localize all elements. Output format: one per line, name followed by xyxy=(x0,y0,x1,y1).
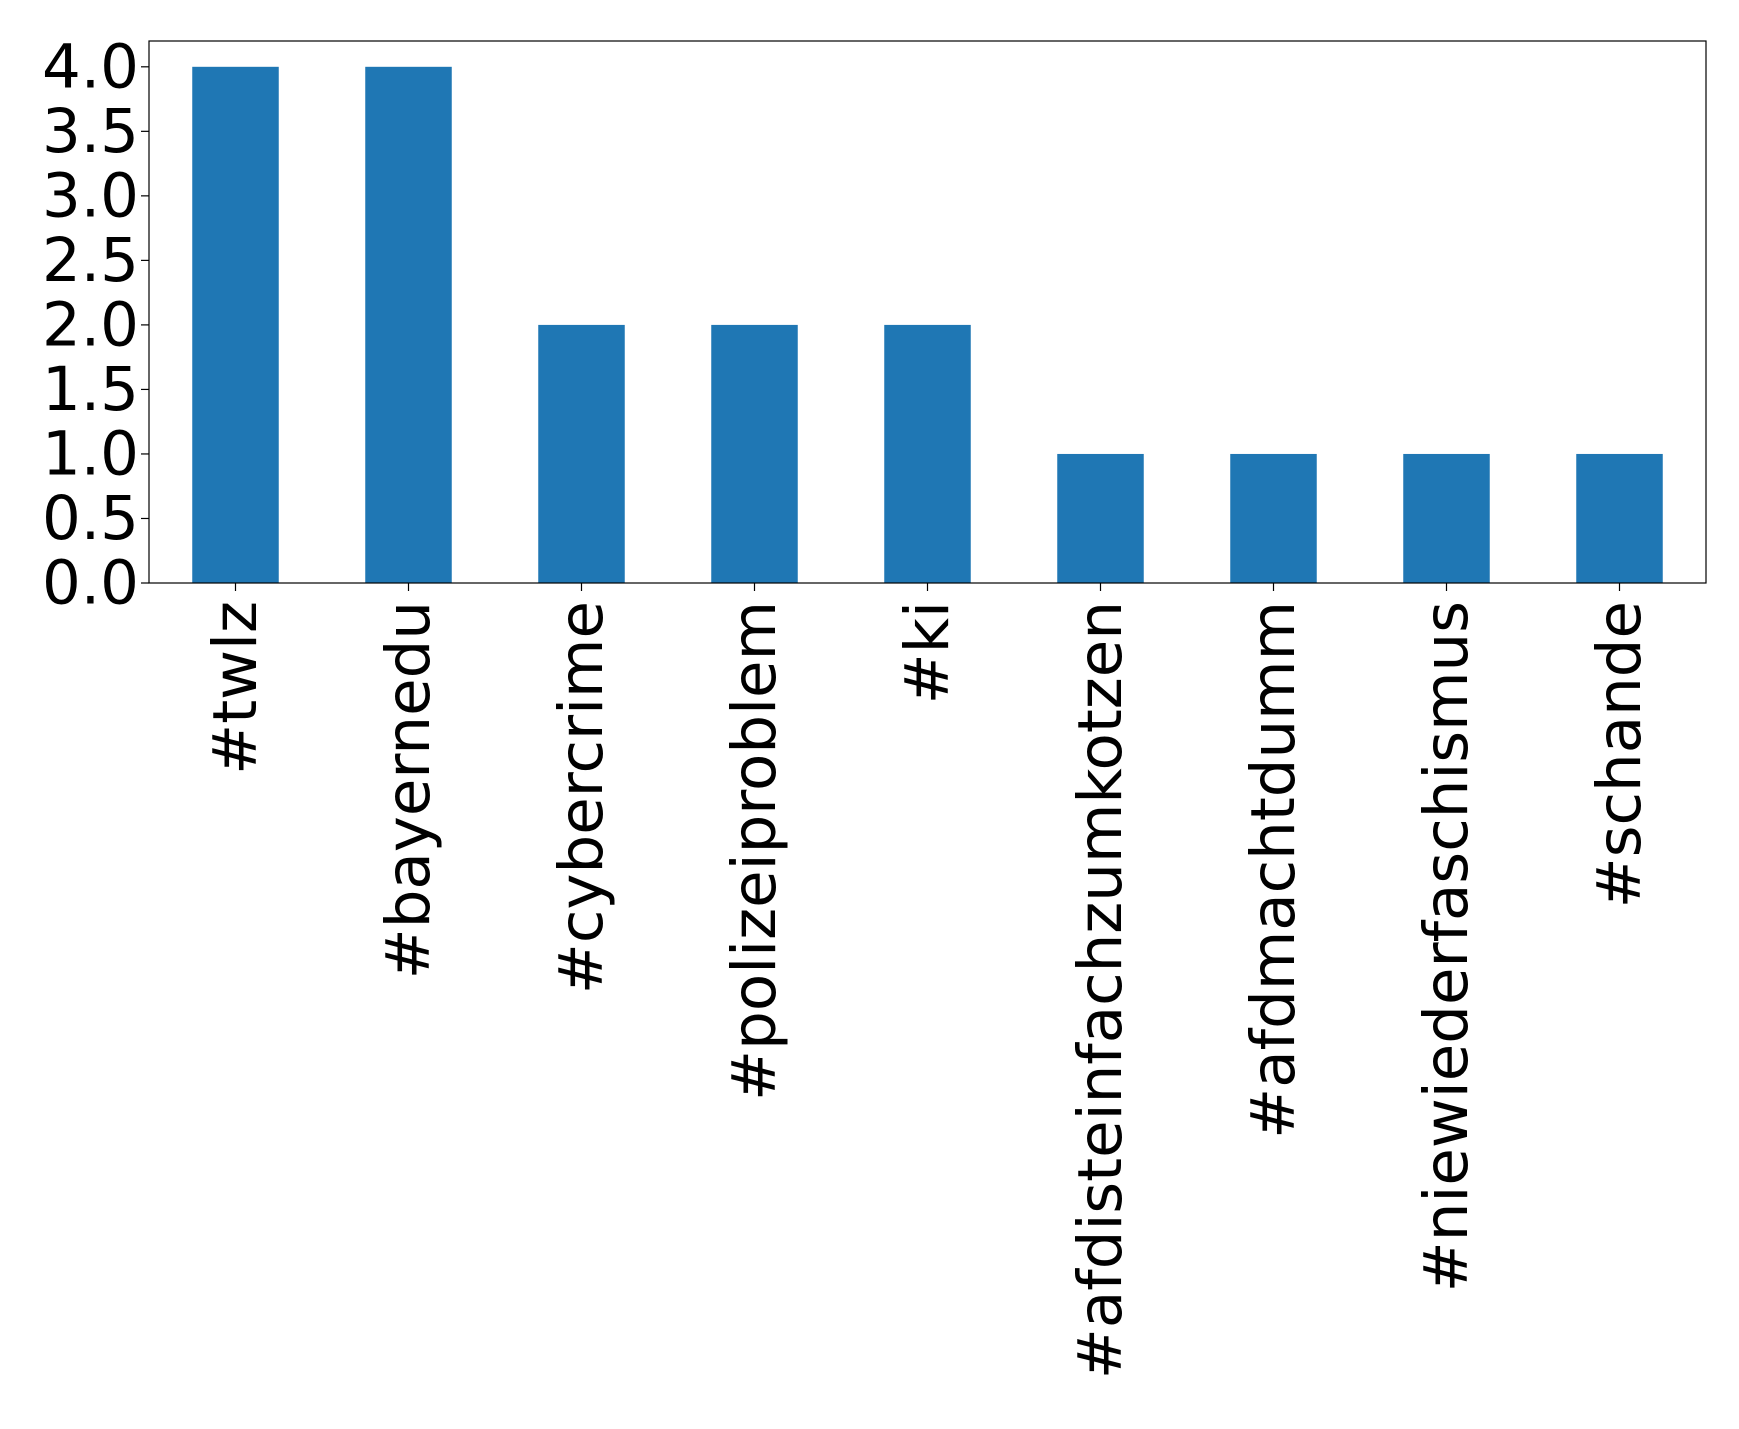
bars-layer xyxy=(192,66,1663,584)
y-tick-label: 1.0 xyxy=(42,418,139,489)
x-tick-label: #schande xyxy=(1584,601,1655,908)
x-tick-label: #cybercrime xyxy=(546,601,617,994)
y-axis: 0.00.51.01.52.02.53.03.54.0 xyxy=(42,31,149,619)
x-tick-label: #afdisteinfachzumkotzen xyxy=(1065,601,1136,1379)
bar-ki xyxy=(884,324,971,583)
x-axis: #twlz #bayernedu #cybercrime #polizeiproble… xyxy=(200,583,1655,1379)
bar-schande xyxy=(1576,453,1663,583)
y-tick-label: 2.5 xyxy=(42,225,139,296)
y-tick-label: 3.5 xyxy=(42,96,139,167)
bar-niewiederfaschismus xyxy=(1403,453,1490,583)
bar-polizeiproblem xyxy=(711,324,798,583)
y-tick-label: 0.0 xyxy=(42,548,139,619)
y-tick-label: 0.5 xyxy=(42,483,139,554)
bar-afdmachtdumm xyxy=(1230,453,1317,583)
bar-cybercrime xyxy=(538,324,625,583)
bar-afdisteinfachzumkotzen xyxy=(1057,453,1144,583)
x-tick-label: #bayernedu xyxy=(373,601,444,979)
y-tick-label: 4.0 xyxy=(42,31,139,102)
x-tick-label: #twlz xyxy=(200,601,271,775)
y-tick-label: 1.5 xyxy=(42,354,139,425)
y-tick-label: 3.0 xyxy=(42,160,139,231)
x-tick-label: #polizeiproblem xyxy=(719,601,790,1101)
x-tick-label: #ki xyxy=(892,601,963,704)
x-tick-label: #niewiederfaschismus xyxy=(1411,601,1482,1292)
bar-bayernedu xyxy=(365,66,452,584)
x-tick-label: #afdmachtdumm xyxy=(1238,601,1309,1139)
bar-twlz xyxy=(192,66,279,584)
y-tick-label: 2.0 xyxy=(42,289,139,360)
